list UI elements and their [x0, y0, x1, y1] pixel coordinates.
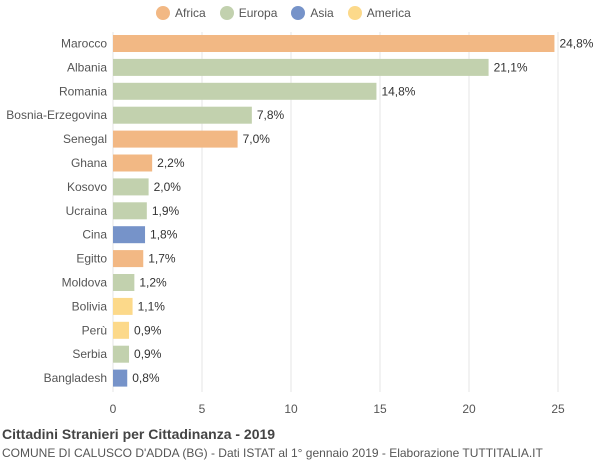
bar-chart: 0 5 10 15 20 25 Marocco 24,8% Albania 21,1% Romani…	[6, 32, 594, 416]
bar-bangladesh	[113, 369, 128, 387]
value-label: 7,8%	[257, 108, 285, 122]
value-label: 1,9%	[152, 204, 180, 218]
chart-legend: Africa Europa Asia America	[156, 6, 411, 20]
legend-swatch	[156, 6, 170, 20]
bar-ucraina	[113, 202, 147, 220]
bar-cina	[113, 226, 146, 244]
x-tick-label: 10	[284, 402, 298, 416]
value-label: 7,0%	[243, 132, 271, 146]
category-label: Cina	[82, 228, 107, 242]
category-label: Senegal	[63, 132, 107, 146]
category-label: Ucraina	[66, 204, 108, 218]
value-label: 0,9%	[134, 347, 162, 361]
value-label: 0,8%	[132, 371, 160, 385]
legend-label: Asia	[310, 6, 334, 20]
value-label: 1,7%	[148, 252, 176, 266]
category-label: Bangladesh	[44, 371, 107, 385]
value-label: 1,1%	[138, 299, 166, 313]
bar-kosovo	[113, 178, 149, 196]
legend-label: Africa	[175, 6, 206, 20]
bar-albania	[113, 58, 489, 76]
bar-senegal	[113, 130, 238, 148]
chart-title: Cittadini Stranieri per Cittadinanza - 2…	[2, 426, 276, 442]
value-label: 0,9%	[134, 323, 162, 337]
bar-bolivia	[113, 297, 133, 315]
legend-item-america: America	[347, 6, 411, 20]
bar-marocco	[113, 35, 555, 52]
category-label: Bolivia	[72, 299, 108, 313]
value-label: 24,8%	[559, 37, 593, 51]
category-label: Romania	[59, 84, 107, 98]
value-label: 2,0%	[154, 180, 182, 194]
value-label: 21,1%	[494, 60, 528, 74]
legend-label: America	[366, 6, 411, 20]
bar-moldova	[113, 274, 135, 291]
category-label: Kosovo	[67, 180, 107, 194]
value-label: 14,8%	[381, 84, 415, 98]
category-label: Egitto	[76, 252, 107, 266]
legend-swatch	[219, 6, 234, 20]
value-label: 1,2%	[139, 276, 167, 290]
category-label: Moldova	[62, 276, 108, 290]
x-tick-label: 25	[551, 402, 565, 416]
category-label: Ghana	[71, 156, 107, 170]
category-label: Perù	[82, 323, 107, 337]
x-tick-label: 20	[462, 402, 476, 416]
category-label: Serbia	[72, 347, 107, 361]
legend-item-europa: Europa	[219, 6, 278, 20]
x-tick-label: 5	[199, 402, 206, 416]
bar-ghana	[113, 154, 153, 172]
x-tick-label: 15	[373, 402, 387, 416]
value-label: 1,8%	[150, 228, 178, 242]
x-tick-label: 0	[110, 402, 117, 416]
category-label: Albania	[67, 60, 107, 74]
legend-swatch	[347, 6, 362, 20]
legend-item-africa: Africa	[156, 6, 206, 20]
legend-item-asia: Asia	[291, 6, 334, 20]
category-label: Bosnia-Erzegovina	[6, 108, 107, 122]
bar-perù	[113, 321, 130, 339]
legend-label: Europa	[238, 6, 278, 20]
category-label: Marocco	[61, 37, 107, 51]
bar-serbia	[113, 345, 130, 363]
bar-egitto	[113, 250, 144, 268]
value-label: 2,2%	[157, 156, 185, 170]
legend-swatch	[291, 6, 306, 20]
bar-romania	[113, 82, 377, 100]
chart-subtitle: COMUNE DI CALUSCO D'ADDA (BG) - Dati IST…	[2, 446, 543, 460]
bar-bosnia-erzegovina	[113, 106, 252, 124]
